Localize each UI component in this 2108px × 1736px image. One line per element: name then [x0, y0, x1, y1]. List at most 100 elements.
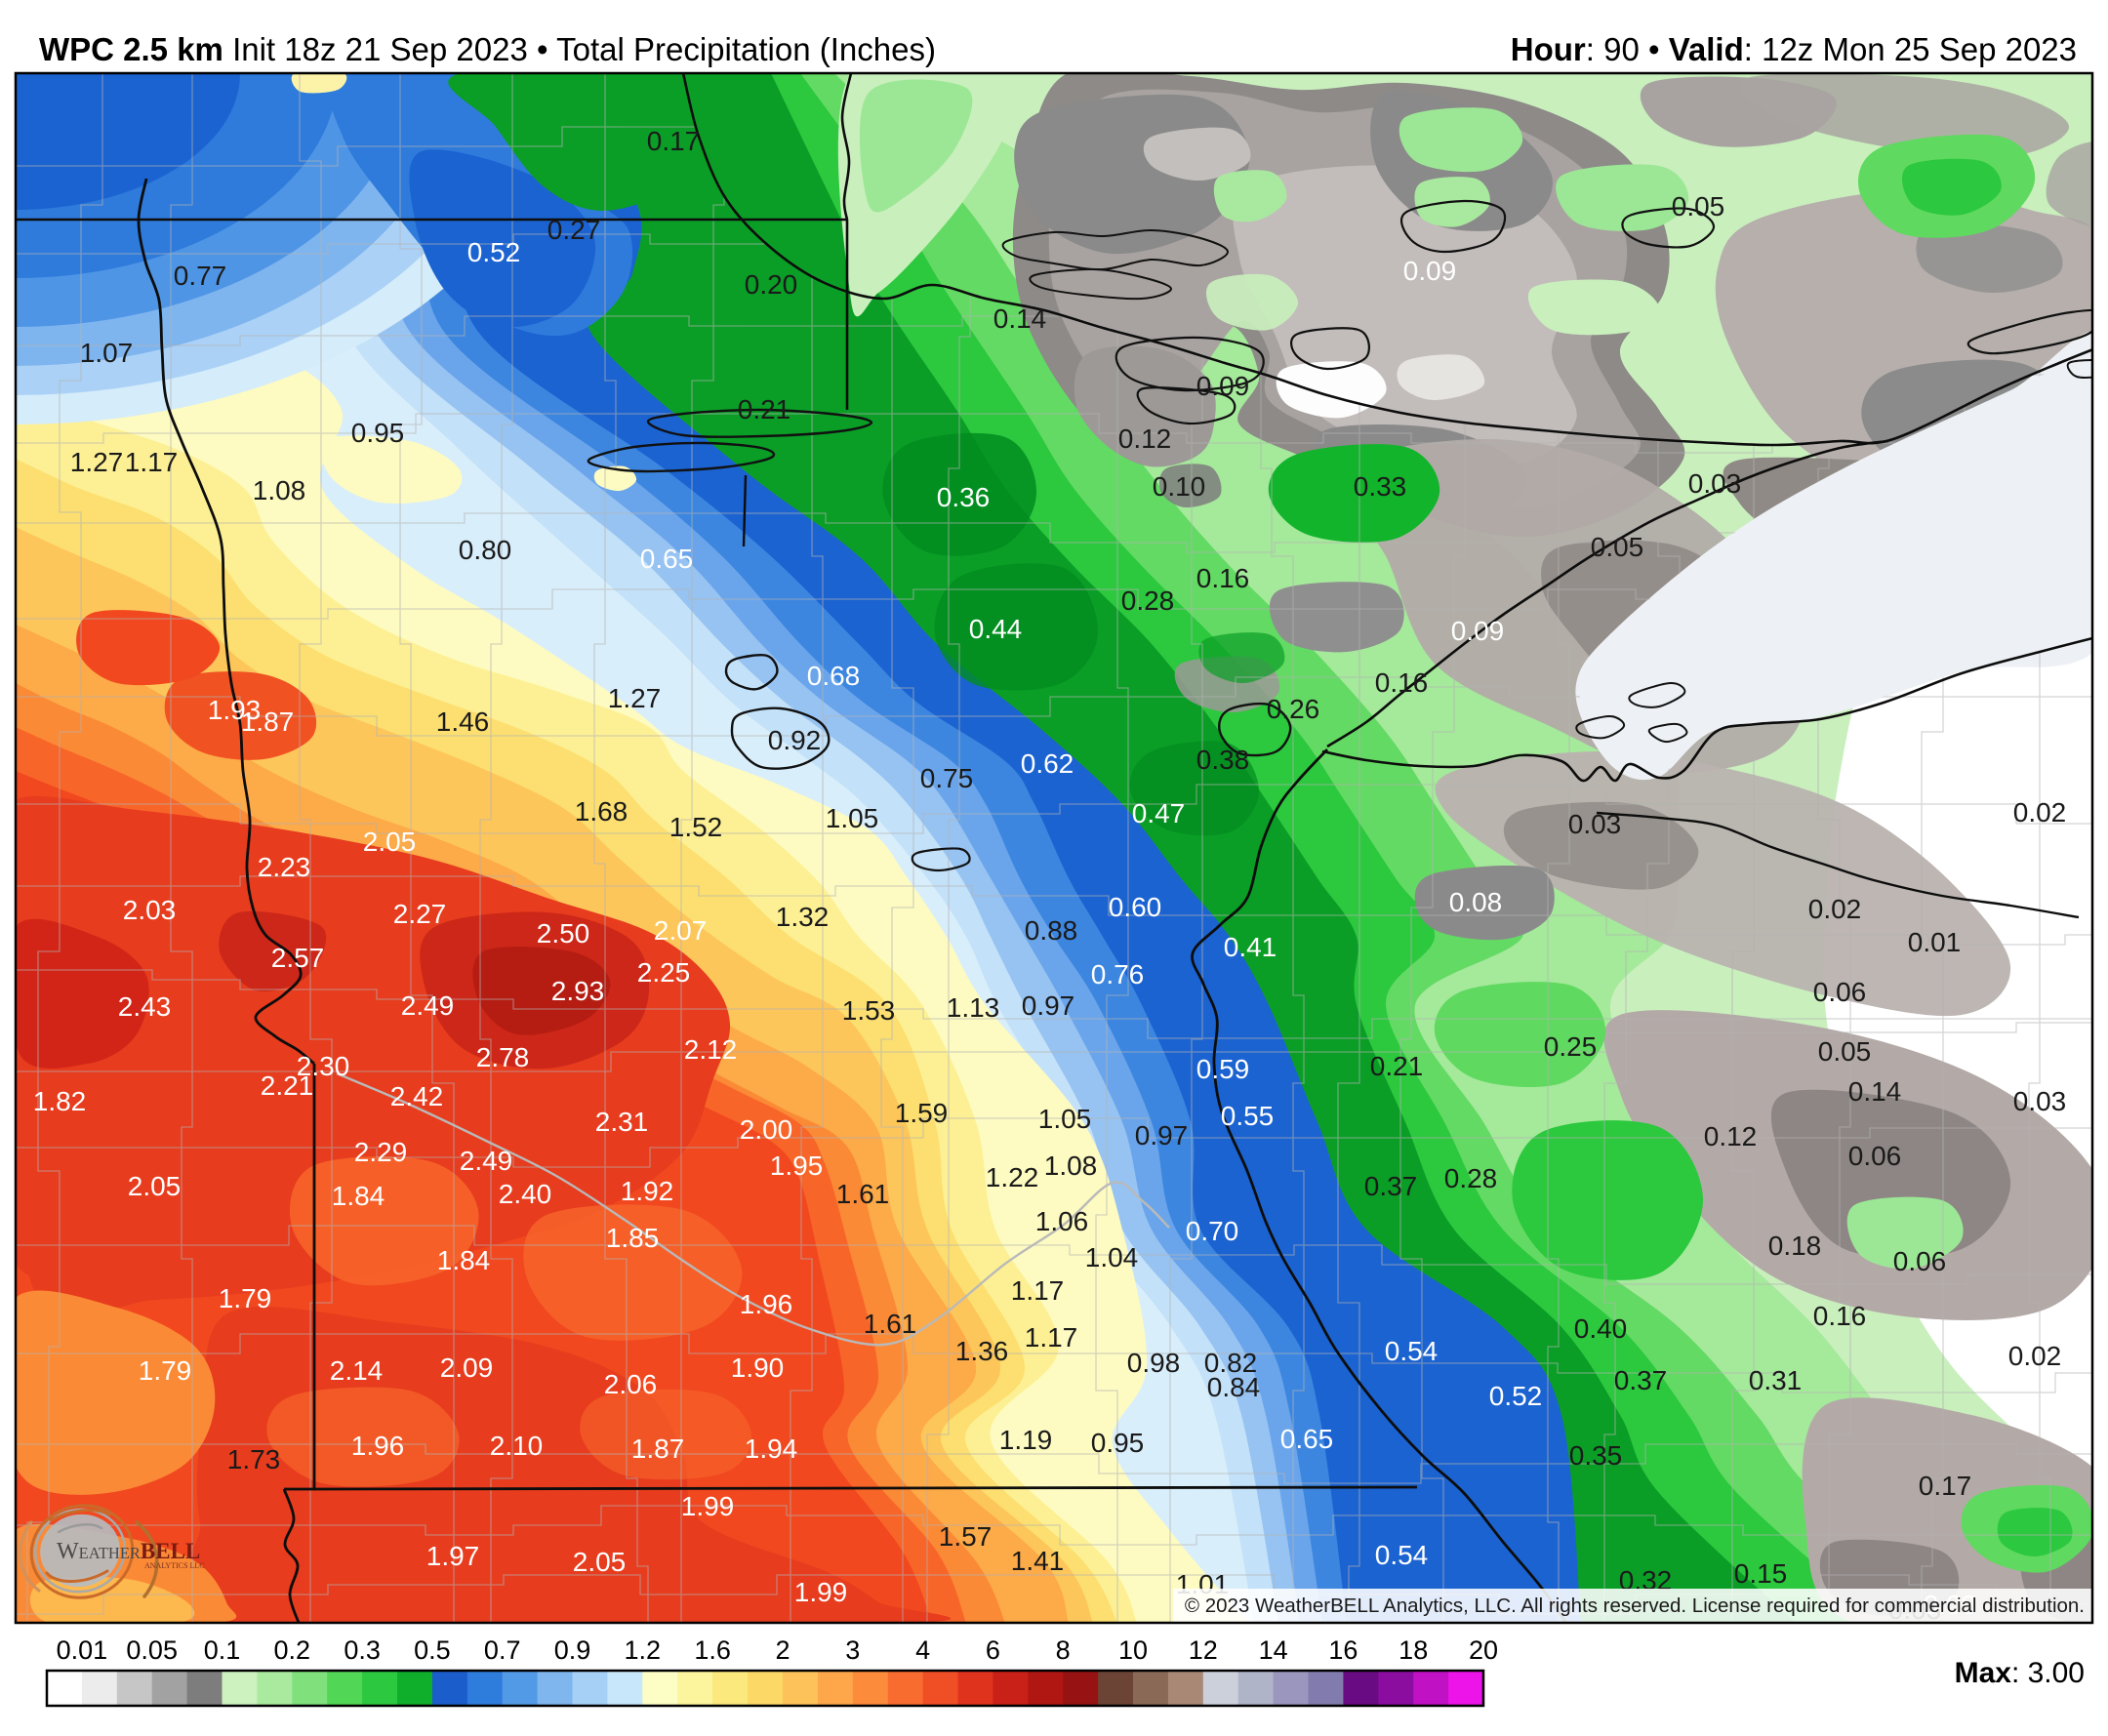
- svg-text:1.13: 1.13: [947, 992, 1000, 1023]
- svg-text:0.88: 0.88: [1025, 915, 1078, 946]
- svg-text:0.44: 0.44: [969, 614, 1023, 644]
- svg-text:0.02: 0.02: [1808, 894, 1862, 924]
- svg-text:0.17: 0.17: [1919, 1471, 1972, 1501]
- svg-text:1.07: 1.07: [80, 338, 134, 368]
- svg-text:2.49: 2.49: [460, 1146, 513, 1176]
- svg-text:0.09: 0.09: [1403, 256, 1457, 286]
- svg-text:0.98: 0.98: [1127, 1348, 1181, 1378]
- svg-text:2.78: 2.78: [476, 1042, 530, 1072]
- svg-text:3: 3: [845, 1635, 860, 1665]
- svg-text:2.06: 2.06: [604, 1369, 658, 1399]
- svg-text:2.12: 2.12: [684, 1034, 738, 1065]
- svg-text:0.06: 0.06: [1893, 1246, 1947, 1276]
- svg-text:1.41: 1.41: [1011, 1546, 1065, 1576]
- svg-text:0.26: 0.26: [1267, 694, 1320, 724]
- svg-text:1.53: 1.53: [842, 995, 896, 1026]
- svg-text:0.75: 0.75: [920, 763, 974, 793]
- svg-text:0.76: 0.76: [1091, 959, 1145, 989]
- svg-text:0.05: 0.05: [1818, 1036, 1872, 1067]
- svg-text:Max: 3.00: Max: 3.00: [1955, 1657, 2085, 1689]
- svg-text:2.29: 2.29: [354, 1137, 408, 1167]
- svg-text:0.52: 0.52: [1489, 1381, 1543, 1411]
- svg-text:2.03: 2.03: [123, 895, 177, 925]
- svg-text:0.06: 0.06: [1813, 977, 1867, 1007]
- svg-text:1.84: 1.84: [332, 1181, 385, 1211]
- svg-text:0.06: 0.06: [1848, 1141, 1902, 1171]
- svg-text:1.99: 1.99: [794, 1577, 848, 1607]
- svg-text:0.03: 0.03: [1688, 468, 1742, 499]
- svg-text:1.32: 1.32: [776, 902, 830, 932]
- svg-text:© 2023 WeatherBELL Analytics,: © 2023 WeatherBELL Analytics, LLC. All r…: [1185, 1595, 2085, 1617]
- svg-text:2.42: 2.42: [390, 1081, 444, 1111]
- svg-text:0.97: 0.97: [1022, 990, 1075, 1021]
- svg-text:1.46: 1.46: [436, 707, 490, 737]
- svg-text:0.33: 0.33: [1354, 471, 1407, 502]
- svg-text:0.37: 0.37: [1614, 1365, 1668, 1395]
- svg-text:1.36: 1.36: [955, 1336, 1009, 1366]
- svg-text:1.6: 1.6: [694, 1635, 731, 1665]
- svg-text:1.52: 1.52: [669, 812, 723, 842]
- svg-text:0.05: 0.05: [1591, 532, 1644, 562]
- svg-text:1.22: 1.22: [986, 1162, 1039, 1192]
- svg-text:0.82: 0.82: [1204, 1348, 1258, 1378]
- svg-text:0.65: 0.65: [640, 544, 694, 574]
- svg-text:0.27: 0.27: [547, 215, 601, 245]
- svg-text:1.82: 1.82: [33, 1086, 87, 1116]
- svg-text:2.27: 2.27: [393, 899, 447, 929]
- svg-text:0.55: 0.55: [1221, 1101, 1275, 1131]
- svg-text:0.40: 0.40: [1574, 1313, 1628, 1344]
- svg-text:2.49: 2.49: [401, 990, 455, 1021]
- svg-text:20: 20: [1469, 1635, 1498, 1665]
- svg-text:0.18: 0.18: [1768, 1231, 1822, 1261]
- svg-text:2.40: 2.40: [499, 1179, 552, 1209]
- svg-text:2.21: 2.21: [261, 1070, 314, 1101]
- svg-text:0.59: 0.59: [1196, 1054, 1250, 1084]
- svg-text:0.41: 0.41: [1224, 932, 1277, 962]
- svg-text:1.05: 1.05: [1038, 1104, 1092, 1134]
- svg-text:1.06: 1.06: [1035, 1206, 1089, 1236]
- svg-text:16: 16: [1328, 1635, 1358, 1665]
- svg-text:1.59: 1.59: [895, 1098, 949, 1128]
- svg-text:0.21: 0.21: [738, 394, 791, 424]
- svg-text:0.16: 0.16: [1375, 667, 1429, 698]
- svg-text:12: 12: [1189, 1635, 1218, 1665]
- svg-text:2.05: 2.05: [128, 1171, 182, 1201]
- svg-text:2.10: 2.10: [490, 1431, 544, 1461]
- svg-text:1.99: 1.99: [681, 1491, 735, 1521]
- svg-text:ANALYTICS LLC: ANALYTICS LLC: [144, 1561, 205, 1570]
- svg-text:0.2: 0.2: [274, 1635, 311, 1665]
- svg-text:0.54: 0.54: [1375, 1540, 1429, 1570]
- svg-text:1.93: 1.93: [208, 695, 262, 725]
- svg-text:1.04: 1.04: [1085, 1242, 1139, 1272]
- svg-text:2.50: 2.50: [537, 918, 590, 949]
- svg-text:14: 14: [1259, 1635, 1288, 1665]
- svg-text:1.08: 1.08: [253, 475, 306, 505]
- svg-text:2.93: 2.93: [551, 976, 605, 1006]
- svg-text:0.84: 0.84: [1207, 1372, 1261, 1402]
- svg-text:0.14: 0.14: [1848, 1076, 1902, 1107]
- svg-text:0.68: 0.68: [807, 661, 861, 691]
- svg-text:6: 6: [986, 1635, 1000, 1665]
- svg-text:1.68: 1.68: [575, 796, 628, 827]
- svg-text:0.65: 0.65: [1280, 1424, 1334, 1454]
- svg-text:1.57: 1.57: [939, 1521, 993, 1552]
- svg-text:0.02: 0.02: [2013, 797, 2067, 828]
- svg-text:0.38: 0.38: [1196, 745, 1250, 775]
- svg-text:0.62: 0.62: [1021, 748, 1074, 779]
- svg-text:0.09: 0.09: [1196, 371, 1250, 401]
- svg-text:0.54: 0.54: [1385, 1336, 1439, 1366]
- svg-text:1.27: 1.27: [70, 447, 124, 477]
- svg-text:0.17: 0.17: [647, 126, 701, 156]
- svg-text:0.37: 0.37: [1364, 1171, 1418, 1201]
- svg-text:0.05: 0.05: [126, 1635, 178, 1665]
- svg-text:1.27: 1.27: [608, 683, 662, 713]
- svg-text:18: 18: [1399, 1635, 1428, 1665]
- svg-text:0.16: 0.16: [1813, 1301, 1867, 1331]
- svg-text:2.14: 2.14: [330, 1355, 384, 1386]
- svg-text:1.61: 1.61: [836, 1179, 890, 1209]
- svg-text:0.09: 0.09: [1451, 616, 1505, 646]
- svg-text:0.01: 0.01: [57, 1635, 108, 1665]
- svg-text:1.87: 1.87: [241, 707, 295, 737]
- svg-text:0.52: 0.52: [467, 237, 521, 267]
- svg-text:WPC 2.5 km Init 18z 21 Sep 202: WPC 2.5 km Init 18z 21 Sep 2023 • Total …: [39, 31, 936, 67]
